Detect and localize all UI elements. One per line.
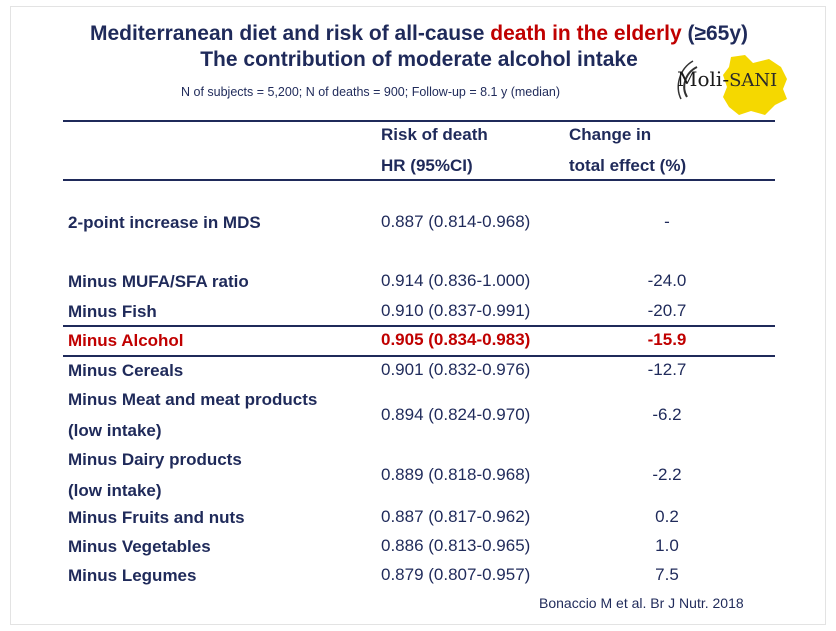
row-label-line2: (low intake) (68, 481, 162, 500)
row-change: 7.5 (655, 565, 679, 584)
column-header-change: Change in total effect (%) (569, 119, 686, 181)
row-label: Minus Cereals (68, 361, 184, 380)
row-change: -12.7 (647, 360, 687, 379)
row-change: -24.0 (647, 271, 687, 290)
title-highlight: death in the elderly (490, 22, 682, 45)
row-hr: 0.914 (0.836-1.000) (381, 271, 531, 290)
alcohol-row-bottom-rule (63, 355, 775, 357)
row-change: -2.2 (652, 465, 682, 484)
slide-title: Mediterranean diet and risk of all-cause… (11, 21, 827, 73)
row-hr: 0.905 (0.834-0.983) (381, 330, 531, 349)
logo-map-shape (677, 55, 787, 115)
row-hr: 0.887 (0.814-0.968) (381, 212, 531, 231)
alcohol-row-top-rule (63, 325, 775, 327)
column-header-risk-line1: Risk of death (381, 125, 488, 144)
citation: Bonaccio M et al. Br J Nutr. 2018 (539, 595, 744, 611)
row-change: - (664, 212, 670, 231)
row-hr: 0.887 (0.817-0.962) (381, 507, 531, 526)
logo-text-sani: SANI (729, 70, 778, 91)
table-row: Minus Dairy products (low intake) 0.889 … (11, 444, 827, 506)
row-label-line2: (low intake) (68, 421, 162, 440)
row-change: -6.2 (652, 405, 682, 424)
column-header-risk-line2: HR (95%CI) (381, 156, 473, 175)
column-header-risk: Risk of death HR (95%CI) (381, 119, 488, 181)
row-label: Minus Alcohol (68, 331, 184, 350)
logo-text-moli: Moli- (677, 67, 730, 91)
row-hr: 0.879 (0.807-0.957) (381, 565, 531, 584)
moli-sani-logo: Moli-SANI (673, 53, 789, 117)
column-header-change-line2: total effect (%) (569, 156, 687, 175)
row-label: Minus Legumes (68, 566, 197, 585)
title-line-1: Mediterranean diet and risk of all-cause… (11, 21, 827, 47)
row-label-line1: Minus Meat and meat products (68, 390, 318, 409)
row-label-line1: Minus Dairy products (68, 450, 242, 469)
row-change: 0.2 (655, 507, 679, 526)
row-hr: 0.901 (0.832-0.976) (381, 360, 531, 379)
row-hr: 0.889 (0.818-0.968) (381, 465, 531, 484)
column-header-change-line1: Change in (569, 125, 652, 144)
table-row: Minus Meat and meat products (low intake… (11, 384, 827, 446)
row-hr: 0.886 (0.813-0.965) (381, 536, 531, 555)
title-part-1: Mediterranean diet and risk of all-cause (89, 22, 491, 45)
row-hr: 0.910 (0.837-0.991) (381, 301, 531, 320)
row-label: Minus Fruits and nuts (68, 508, 245, 527)
study-meta: N of subjects = 5,200; N of deaths = 900… (181, 85, 561, 99)
header-bottom-rule (63, 179, 775, 181)
row-label: Minus Fish (68, 302, 157, 321)
row-hr: 0.894 (0.824-0.970) (381, 405, 531, 424)
row-change: -20.7 (647, 301, 687, 320)
row-label: Minus Vegetables (68, 537, 211, 556)
table-top-rule (63, 120, 775, 122)
row-label: Minus MUFA/SFA ratio (68, 272, 249, 291)
row-change: 1.0 (655, 536, 679, 555)
row-label: 2-point increase in MDS (68, 213, 261, 232)
slide: Mediterranean diet and risk of all-cause… (10, 6, 826, 625)
logo-text: Moli-SANI (677, 67, 777, 91)
title-line-2: The contribution of moderate alcohol int… (200, 48, 638, 71)
title-part-2: (≥65y) (681, 22, 749, 45)
row-change: -15.9 (647, 330, 687, 349)
